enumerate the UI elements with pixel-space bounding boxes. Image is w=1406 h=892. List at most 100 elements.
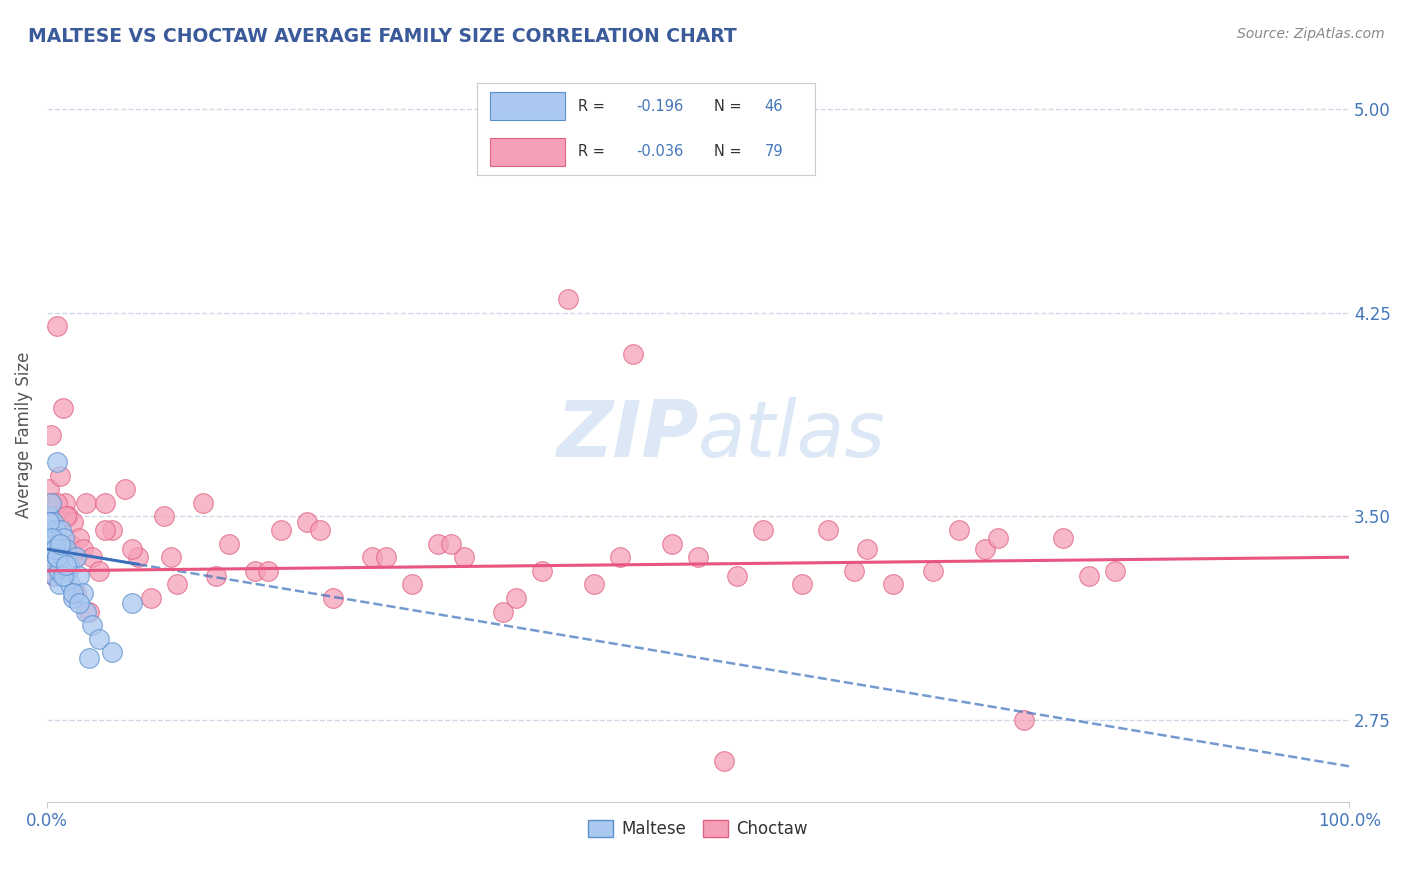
Point (94, 523, 117, 537)
Point (166, 577, 188, 591)
Point (792, 577, 814, 591)
Point (39, 496, 62, 510)
Point (55, 509, 77, 524)
Point (56, 509, 79, 524)
Point (661, 536, 683, 550)
Point (45, 496, 67, 510)
Point (69, 569, 91, 583)
Point (46, 550, 69, 565)
Point (58, 558, 80, 573)
Point (52, 531, 75, 545)
Point (121, 542, 143, 557)
Point (401, 577, 423, 591)
Point (77, 605, 100, 619)
Point (51, 569, 73, 583)
Point (77, 650, 100, 665)
Point (45, 550, 67, 565)
Point (42, 569, 65, 583)
Point (82, 618, 104, 632)
Point (65, 550, 87, 565)
Point (38, 509, 60, 524)
Point (1012, 713, 1035, 727)
Point (101, 645, 124, 659)
Point (139, 591, 162, 605)
Point (49, 542, 72, 557)
Point (44, 531, 66, 545)
Point (426, 536, 449, 550)
Point (75, 605, 97, 619)
Point (59, 577, 82, 591)
Point (752, 523, 775, 537)
Point (713, 754, 735, 768)
Point (62, 591, 84, 605)
Point (37, 531, 59, 545)
Point (38, 483, 60, 497)
Point (42, 542, 65, 557)
Point (41, 536, 63, 550)
Point (51, 523, 73, 537)
Point (725, 569, 748, 583)
Point (48, 564, 70, 578)
Point (817, 523, 839, 537)
Point (48, 577, 70, 591)
Text: atlas: atlas (697, 397, 886, 473)
Point (121, 596, 143, 610)
Point (609, 550, 631, 565)
Point (55, 542, 77, 557)
Point (127, 550, 149, 565)
Point (361, 550, 384, 565)
Point (38, 550, 60, 565)
Point (844, 564, 866, 578)
Point (44, 558, 66, 573)
Point (686, 550, 709, 565)
Point (41, 515, 63, 529)
Point (59, 536, 82, 550)
Point (42, 531, 65, 545)
Point (65, 550, 87, 565)
Point (55, 558, 77, 573)
Text: ZIP: ZIP (555, 397, 697, 473)
Point (49, 468, 72, 483)
Point (1077, 569, 1099, 583)
Point (51, 536, 73, 550)
Point (44, 542, 66, 557)
Point (72, 542, 94, 557)
Point (72, 585, 94, 599)
Point (62, 515, 84, 529)
Point (44, 569, 66, 583)
Point (45, 509, 67, 524)
Y-axis label: Average Family Size: Average Family Size (15, 351, 32, 518)
Point (245, 564, 267, 578)
Point (69, 531, 91, 545)
Point (453, 550, 475, 565)
Point (65, 585, 87, 599)
Point (53, 496, 76, 510)
Point (153, 509, 176, 524)
Point (75, 496, 97, 510)
Point (621, 346, 644, 360)
Point (309, 523, 332, 537)
Point (82, 550, 104, 565)
Point (297, 515, 319, 529)
Point (948, 523, 970, 537)
Point (46, 536, 69, 550)
Point (882, 577, 904, 591)
Point (374, 550, 396, 565)
Point (257, 564, 280, 578)
Point (49, 536, 72, 550)
Point (492, 605, 515, 619)
Point (41, 531, 63, 545)
Point (94, 496, 117, 510)
Point (42, 515, 65, 529)
Point (218, 536, 240, 550)
Point (1104, 564, 1126, 578)
Point (53, 569, 76, 583)
Point (193, 496, 215, 510)
Point (557, 293, 579, 307)
Point (270, 523, 292, 537)
Point (38, 515, 60, 529)
Point (41, 428, 63, 442)
Point (205, 569, 228, 583)
Point (37, 523, 59, 537)
Point (39, 496, 62, 510)
